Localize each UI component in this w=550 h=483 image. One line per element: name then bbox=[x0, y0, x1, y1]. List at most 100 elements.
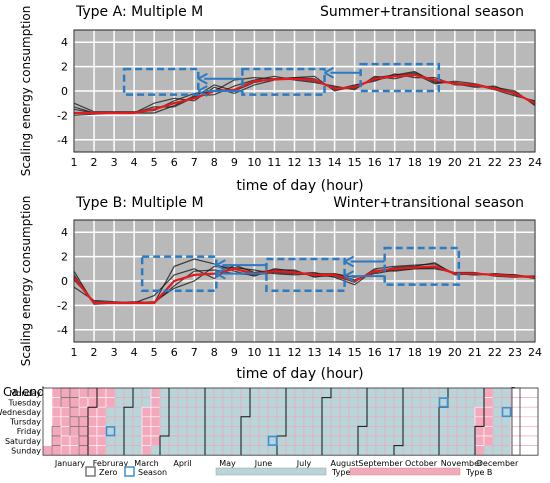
x-tick-label: 22 bbox=[488, 346, 502, 359]
calendar-day-cell bbox=[384, 435, 395, 446]
calendar-day-cell bbox=[87, 397, 98, 408]
calendar-month-boundary bbox=[123, 388, 134, 456]
calendar-day-cell bbox=[393, 387, 404, 398]
calendar-day-cell bbox=[366, 416, 377, 427]
calendar-day-cell bbox=[195, 387, 206, 398]
x-tick-label: 3 bbox=[111, 346, 118, 359]
calendar-day-cell bbox=[312, 416, 323, 427]
x-tick-label: 15 bbox=[348, 346, 362, 359]
calendar-day-cell bbox=[357, 406, 368, 418]
calendar-sum-cell bbox=[511, 426, 539, 437]
calendar-day-cell bbox=[195, 406, 206, 418]
calendar-day-cell bbox=[258, 387, 269, 398]
calendar-day-cell bbox=[456, 445, 467, 456]
calendar-day-labels: MondayTuesdayWednesdayTursdayFridaySatur… bbox=[0, 389, 41, 456]
calendar-cells bbox=[42, 387, 521, 456]
x-tick-label: 19 bbox=[428, 156, 442, 169]
calendar-month-boundary bbox=[393, 388, 404, 456]
calendar-day-cell bbox=[492, 445, 503, 456]
calendar-day-cell bbox=[87, 435, 98, 446]
x-tick-label: 11 bbox=[267, 346, 281, 359]
x-tick-label: 3 bbox=[111, 156, 118, 169]
x-tick-label: 4 bbox=[131, 156, 138, 169]
calendar-day-cell bbox=[78, 397, 89, 408]
calendar-day-cell bbox=[375, 416, 386, 427]
calendar-day-cell bbox=[384, 397, 395, 408]
calendar-sum-cell bbox=[511, 406, 539, 418]
calendar-day-cell bbox=[294, 387, 305, 398]
calendar-day-cell bbox=[348, 435, 359, 446]
calendar-day-cell bbox=[492, 387, 503, 398]
calendar-day-cell bbox=[330, 387, 341, 398]
calendar-day-cell bbox=[87, 445, 98, 456]
calendar-day-cell bbox=[195, 426, 206, 437]
x-tick-label: 18 bbox=[408, 156, 422, 169]
x-tick-label: 5 bbox=[151, 346, 158, 359]
calendar-day-cell bbox=[177, 397, 188, 408]
shift-arrow-head bbox=[197, 85, 208, 97]
calendar-day-cell bbox=[501, 426, 512, 437]
calendar-day-cell bbox=[231, 397, 242, 408]
calendar-day-cell bbox=[303, 387, 314, 398]
calendar-day-cell bbox=[150, 406, 161, 418]
calendar-day-cell bbox=[294, 397, 305, 408]
calendar-day-cell bbox=[87, 387, 98, 398]
calendar-day-cell bbox=[258, 406, 269, 418]
calendar-day-cell bbox=[339, 406, 350, 418]
calendar-day-cell bbox=[141, 406, 152, 418]
calendar-day-cell bbox=[375, 426, 386, 437]
calendar-day-cell bbox=[267, 406, 278, 418]
calendar-day-cell bbox=[267, 445, 278, 456]
calendar-day-cell bbox=[177, 426, 188, 437]
calendar-day-cell bbox=[87, 426, 98, 437]
calendar-day-cell bbox=[195, 416, 206, 427]
mean-series-line bbox=[74, 73, 536, 115]
calendar-day-cell bbox=[240, 416, 251, 427]
calendar-month-label: January bbox=[54, 459, 86, 468]
legend-type-b-label: Type B bbox=[465, 468, 492, 477]
calendar-day-cell bbox=[96, 387, 107, 398]
calendar-day-cell bbox=[177, 406, 188, 418]
calendar-day-cell bbox=[213, 445, 224, 456]
calendar-day-cell bbox=[69, 387, 80, 398]
calendar-day-cell bbox=[411, 387, 422, 398]
calendar-day-cell bbox=[312, 387, 323, 398]
calendar-sum-cells bbox=[511, 387, 539, 456]
calendar-day-cell bbox=[357, 435, 368, 446]
calendar-day-cell bbox=[474, 397, 485, 408]
calendar-day-cell bbox=[456, 406, 467, 418]
calendar-day-label: Saturday bbox=[5, 437, 41, 446]
calendar-day-cell bbox=[339, 387, 350, 398]
calendar-day-cell bbox=[429, 387, 440, 398]
legend-season-swatch bbox=[124, 466, 135, 477]
x-tick-label: 24 bbox=[528, 346, 542, 359]
panel-type-a: Type A: Multiple M Summer+transitional s… bbox=[19, 4, 542, 194]
calendar-day-cell bbox=[168, 387, 179, 398]
calendar-month-boundary bbox=[159, 388, 170, 456]
calendar-day-cell bbox=[411, 435, 422, 446]
calendar-day-cell bbox=[474, 416, 485, 427]
calendar-day-cell bbox=[123, 426, 134, 437]
calendar-day-cell bbox=[276, 426, 287, 437]
x-tick-label: 12 bbox=[287, 156, 301, 169]
calendar-day-cell bbox=[285, 426, 296, 437]
calendar-day-cell bbox=[411, 416, 422, 427]
calendar-day-cell bbox=[150, 435, 161, 446]
panel-b-y-ticks: 4 2 0 -2 -4 bbox=[57, 226, 68, 337]
panel-b-annotations bbox=[140, 246, 461, 293]
calendar-day-cell bbox=[285, 387, 296, 398]
calendar-day-cell bbox=[483, 435, 494, 446]
calendar-day-cell bbox=[420, 387, 431, 398]
calendar-day-cell bbox=[303, 406, 314, 418]
calendar-day-cell bbox=[348, 426, 359, 437]
y-tick-label: -2 bbox=[57, 109, 68, 122]
calendar-day-cell bbox=[213, 387, 224, 398]
x-tick-label: 12 bbox=[287, 346, 301, 359]
calendar-day-cell bbox=[213, 426, 224, 437]
calendar-day-cell bbox=[60, 416, 71, 427]
calendar-day-cell bbox=[339, 426, 350, 437]
calendar-day-cell bbox=[51, 406, 62, 418]
calendar-day-cell bbox=[483, 387, 494, 398]
calendar-day-cell bbox=[357, 445, 368, 456]
calendar-day-cell bbox=[285, 435, 296, 446]
